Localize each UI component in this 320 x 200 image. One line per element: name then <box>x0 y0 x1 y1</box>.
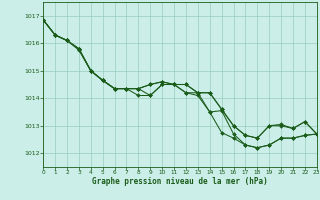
X-axis label: Graphe pression niveau de la mer (hPa): Graphe pression niveau de la mer (hPa) <box>92 177 268 186</box>
